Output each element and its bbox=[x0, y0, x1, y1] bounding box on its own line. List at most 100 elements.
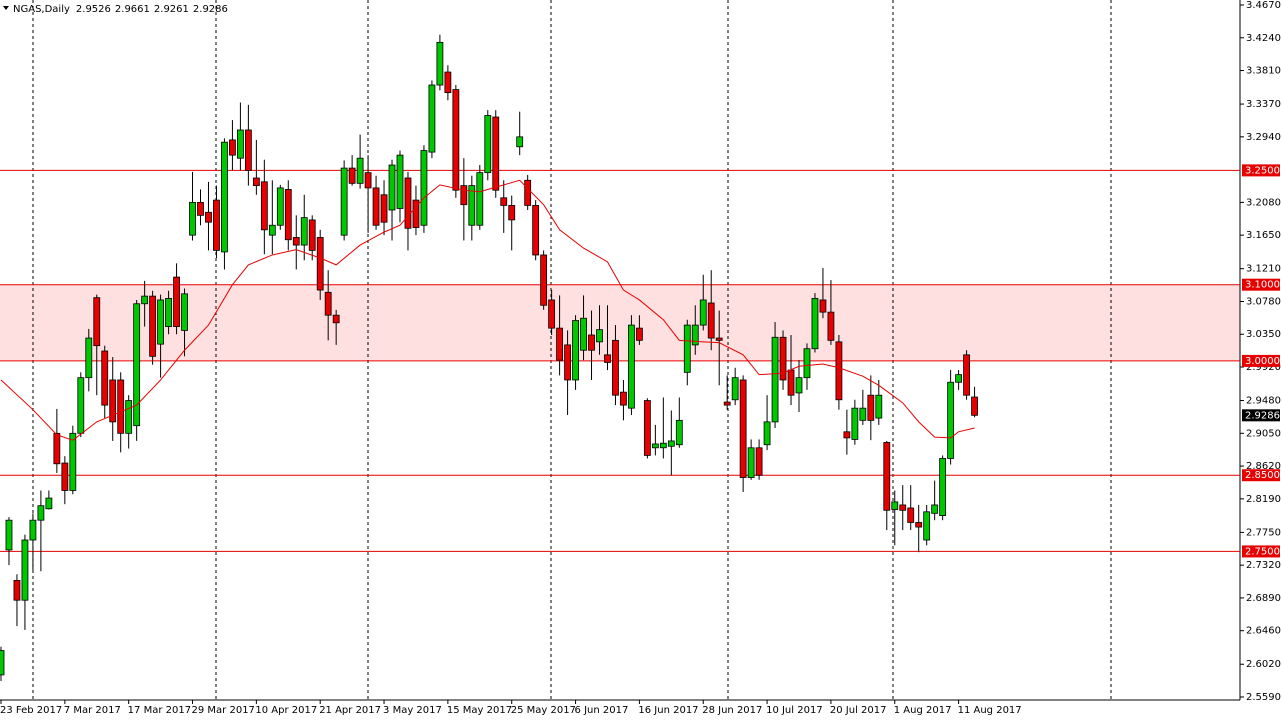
x-tick-label: 6 Jun 2017 bbox=[575, 705, 629, 716]
candle-body bbox=[604, 354, 611, 363]
x-tick-label: 11 Aug 2017 bbox=[958, 705, 1022, 716]
candle-body bbox=[659, 442, 667, 449]
candle-body bbox=[181, 293, 188, 331]
level-label: 3.1000 bbox=[1245, 280, 1280, 291]
candle-body bbox=[939, 458, 947, 517]
candle-body bbox=[771, 336, 779, 423]
candle-body bbox=[468, 185, 476, 226]
candle-body bbox=[53, 432, 61, 465]
y-tick-label: 2.6020 bbox=[1246, 659, 1281, 670]
x-tick-label: 29 Mar 2017 bbox=[192, 705, 255, 716]
y-tick-label: 2.6460 bbox=[1246, 626, 1281, 637]
candle-body bbox=[651, 443, 659, 449]
candle-body bbox=[540, 254, 548, 306]
candle-body bbox=[268, 224, 276, 236]
candle-body bbox=[452, 89, 460, 191]
candle-body bbox=[0, 650, 5, 676]
x-tick-label: 16 Jun 2017 bbox=[638, 705, 698, 716]
candle-body bbox=[971, 396, 978, 416]
candle-body bbox=[5, 519, 13, 551]
candle-body bbox=[372, 187, 380, 226]
candle-body bbox=[380, 194, 388, 223]
symbol: NGAS,Daily bbox=[13, 4, 70, 15]
candle-body bbox=[819, 299, 827, 313]
candle-body bbox=[596, 329, 603, 343]
candle-body bbox=[332, 314, 340, 324]
candle-body bbox=[524, 179, 532, 206]
candle-body bbox=[715, 337, 723, 341]
candle-body bbox=[795, 377, 803, 394]
candle-body bbox=[276, 187, 284, 226]
low-value: 2.9261 bbox=[154, 4, 189, 15]
candle-body bbox=[21, 539, 29, 601]
y-tick-label: 3.3370 bbox=[1246, 99, 1281, 110]
candle-body bbox=[667, 440, 675, 447]
candle-body bbox=[484, 115, 492, 174]
y-tick-label: 3.4240 bbox=[1246, 33, 1281, 44]
candle-body bbox=[476, 172, 484, 226]
x-tick-label: 10 Apr 2017 bbox=[255, 705, 317, 716]
candle-body bbox=[915, 522, 923, 528]
candle-body bbox=[643, 400, 651, 456]
candle-body bbox=[508, 205, 516, 221]
candle-body bbox=[580, 317, 587, 351]
candle-body bbox=[851, 407, 859, 440]
candle-body bbox=[723, 401, 731, 406]
y-tick-label: 2.8620 bbox=[1246, 461, 1281, 472]
x-tick-label: 7 Mar 2017 bbox=[64, 705, 121, 716]
y-tick-label: 2.9480 bbox=[1246, 396, 1281, 407]
candle-body bbox=[428, 84, 436, 153]
candle-body bbox=[675, 419, 683, 446]
candle-body bbox=[157, 299, 165, 345]
candle-body bbox=[835, 341, 843, 401]
candle-body bbox=[101, 350, 109, 406]
candle-body bbox=[755, 447, 763, 476]
y-tick-label: 3.2940 bbox=[1246, 132, 1281, 143]
candle-body bbox=[811, 298, 819, 350]
candle-body bbox=[77, 377, 85, 434]
candle-body bbox=[37, 505, 45, 521]
candle-body bbox=[899, 504, 907, 511]
candle-body bbox=[588, 334, 595, 351]
candle-body bbox=[388, 164, 396, 211]
chart-title: NGAS,Daily 2.9526 2.9661 2.9261 2.9286 bbox=[13, 4, 228, 15]
zone-layer bbox=[0, 284, 1240, 361]
candle-body bbox=[436, 41, 444, 86]
candle-body bbox=[931, 504, 939, 514]
candle-body bbox=[628, 324, 635, 409]
candle-body bbox=[292, 237, 300, 246]
x-tick-label: 20 Jul 2017 bbox=[830, 705, 887, 716]
y-tick-label: 3.0780 bbox=[1246, 296, 1281, 307]
candle-body bbox=[125, 400, 133, 434]
candle-body bbox=[13, 579, 21, 601]
level-label-box bbox=[1242, 545, 1280, 558]
candle-body bbox=[500, 197, 508, 206]
candle-body bbox=[612, 339, 619, 396]
candle-body bbox=[548, 299, 556, 329]
candle-body bbox=[699, 299, 707, 326]
candle-body bbox=[61, 462, 69, 491]
candle-body bbox=[867, 394, 875, 421]
level-label-box bbox=[1242, 354, 1280, 367]
candle-body bbox=[883, 442, 891, 511]
x-tick-label: 10 Jul 2017 bbox=[766, 705, 823, 716]
candle-body bbox=[356, 157, 364, 184]
x-tick-label: 15 May 2017 bbox=[447, 705, 512, 716]
candle-body bbox=[141, 295, 149, 305]
y-tick-label: 2.5590 bbox=[1246, 692, 1281, 703]
candle-body bbox=[348, 167, 356, 184]
candle-body bbox=[963, 354, 970, 396]
y-tick-label: 2.7320 bbox=[1246, 560, 1281, 571]
candle-body bbox=[444, 71, 452, 94]
candle-body bbox=[572, 320, 579, 381]
candle-body bbox=[109, 379, 117, 423]
x-tick-label: 23 Feb 2017 bbox=[0, 705, 62, 716]
candle-body bbox=[420, 150, 428, 226]
candle-body bbox=[731, 377, 739, 401]
candle-body bbox=[683, 324, 691, 373]
y-tick-label: 3.4670 bbox=[1246, 0, 1281, 11]
candle-body bbox=[252, 177, 260, 187]
y-tick-label: 2.8190 bbox=[1246, 494, 1281, 505]
candle-body bbox=[707, 302, 715, 339]
